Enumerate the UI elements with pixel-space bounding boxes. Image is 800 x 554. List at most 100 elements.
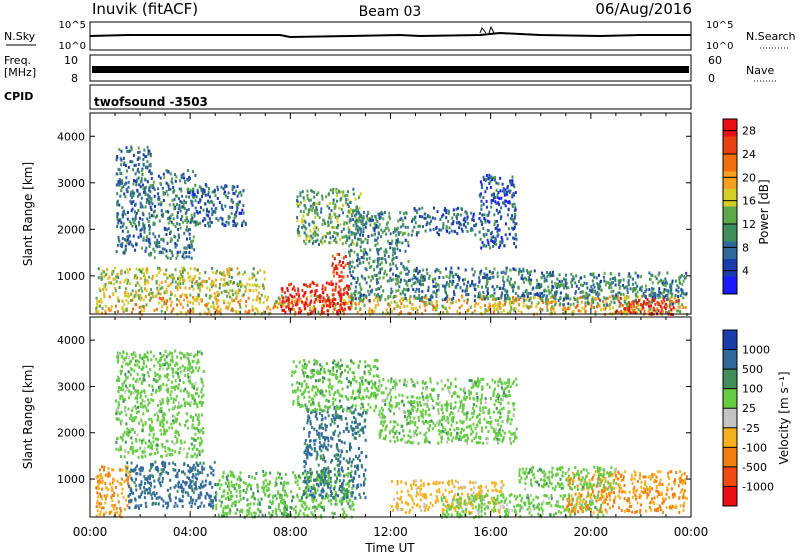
velocity-cell <box>201 471 204 475</box>
velocity-cell <box>197 506 200 509</box>
velocity-cell <box>156 496 159 500</box>
power-cell <box>169 218 171 222</box>
power-cell <box>451 271 454 275</box>
power-cell <box>397 226 400 230</box>
power-cell <box>502 284 505 287</box>
power-cell <box>681 303 684 307</box>
velocity-cell <box>122 495 125 499</box>
power-cell <box>452 296 455 300</box>
velocity-cell <box>125 432 128 436</box>
power-cell <box>496 285 499 289</box>
velocity-cell <box>179 447 182 450</box>
velocity-cell <box>158 377 161 381</box>
power-cell <box>551 305 554 309</box>
power-cell <box>667 311 669 314</box>
power-cell <box>423 276 426 280</box>
power-cell <box>401 219 404 223</box>
power-cell <box>363 253 366 256</box>
power-cell <box>318 294 321 298</box>
power-cell <box>575 284 578 288</box>
velocity-cell <box>178 351 181 355</box>
power-cell <box>483 213 486 217</box>
power-cell <box>628 301 631 305</box>
power-cell <box>162 272 165 276</box>
power-cell <box>469 229 472 232</box>
velocity-cell <box>170 380 173 384</box>
power-cell <box>125 307 128 311</box>
power-cell <box>512 289 515 293</box>
power-cell <box>174 245 177 249</box>
velocity-cell <box>174 363 177 367</box>
power-cell <box>138 150 141 154</box>
velocity-cell <box>129 447 132 451</box>
power-cell <box>665 288 668 292</box>
power-cell <box>190 242 193 245</box>
noise-right-label: N.Search <box>746 30 796 43</box>
power-cell <box>188 245 191 249</box>
power-cell <box>400 262 403 266</box>
velocity-cell <box>153 479 156 483</box>
power-cell <box>332 311 335 315</box>
power-cell <box>203 217 206 221</box>
velocity-cell <box>167 472 170 475</box>
power-cell <box>362 216 365 220</box>
power-cell <box>105 288 108 292</box>
power-cell <box>340 207 343 211</box>
power-cell <box>103 295 106 299</box>
power-cell <box>249 288 252 292</box>
velocity-cell <box>194 468 197 472</box>
power-cell <box>388 211 391 215</box>
noise-left-label: N.Sky <box>4 30 36 43</box>
power-cell <box>146 165 149 169</box>
freq-left-tick-top: 10 <box>64 54 78 67</box>
power-cell <box>146 198 149 202</box>
velocity-cell <box>143 373 146 377</box>
power-cell <box>227 291 230 295</box>
power-cell <box>622 278 625 282</box>
power-cell <box>160 213 163 217</box>
power-cell <box>155 281 158 285</box>
power-cell <box>227 217 230 220</box>
power-cell <box>408 297 411 301</box>
velocity-cell <box>134 351 137 355</box>
power-cell <box>134 284 137 287</box>
power-cell <box>660 300 663 303</box>
velocity-cell <box>112 507 115 511</box>
power-cell <box>253 274 256 277</box>
velocity-cell <box>162 425 165 429</box>
velocity-cell <box>120 372 122 376</box>
velocity-cell <box>142 451 145 455</box>
power-cell <box>296 300 298 304</box>
power-cell <box>578 279 580 283</box>
power-cell <box>359 192 362 196</box>
power-cell <box>193 192 196 196</box>
power-cell <box>583 275 586 279</box>
velocity-cell <box>116 417 119 421</box>
power-cell <box>508 280 511 284</box>
power-cell <box>332 191 334 195</box>
velocity-cell <box>119 445 122 449</box>
power-cell <box>328 241 331 245</box>
power-cell <box>392 230 395 234</box>
power-cell <box>101 307 104 311</box>
power-cell <box>134 172 137 176</box>
power-cell <box>306 304 309 308</box>
power-cell <box>132 194 135 198</box>
y-tick-label: 4000 <box>57 130 85 143</box>
power-cell <box>303 283 306 287</box>
power-cell <box>351 239 354 243</box>
velocity-cell <box>198 421 201 425</box>
power-cell <box>171 213 174 217</box>
velocity-cell <box>168 462 171 466</box>
power-cell <box>331 293 334 297</box>
power-cell <box>387 239 390 243</box>
power-cell <box>407 260 410 263</box>
power-cell <box>119 180 122 184</box>
power-cell <box>358 226 361 230</box>
power-cell <box>215 206 218 210</box>
power-cell <box>432 304 434 308</box>
power-cell <box>127 180 130 184</box>
power-cell <box>668 299 671 303</box>
power-cell <box>510 307 513 311</box>
power-cell <box>363 248 366 252</box>
